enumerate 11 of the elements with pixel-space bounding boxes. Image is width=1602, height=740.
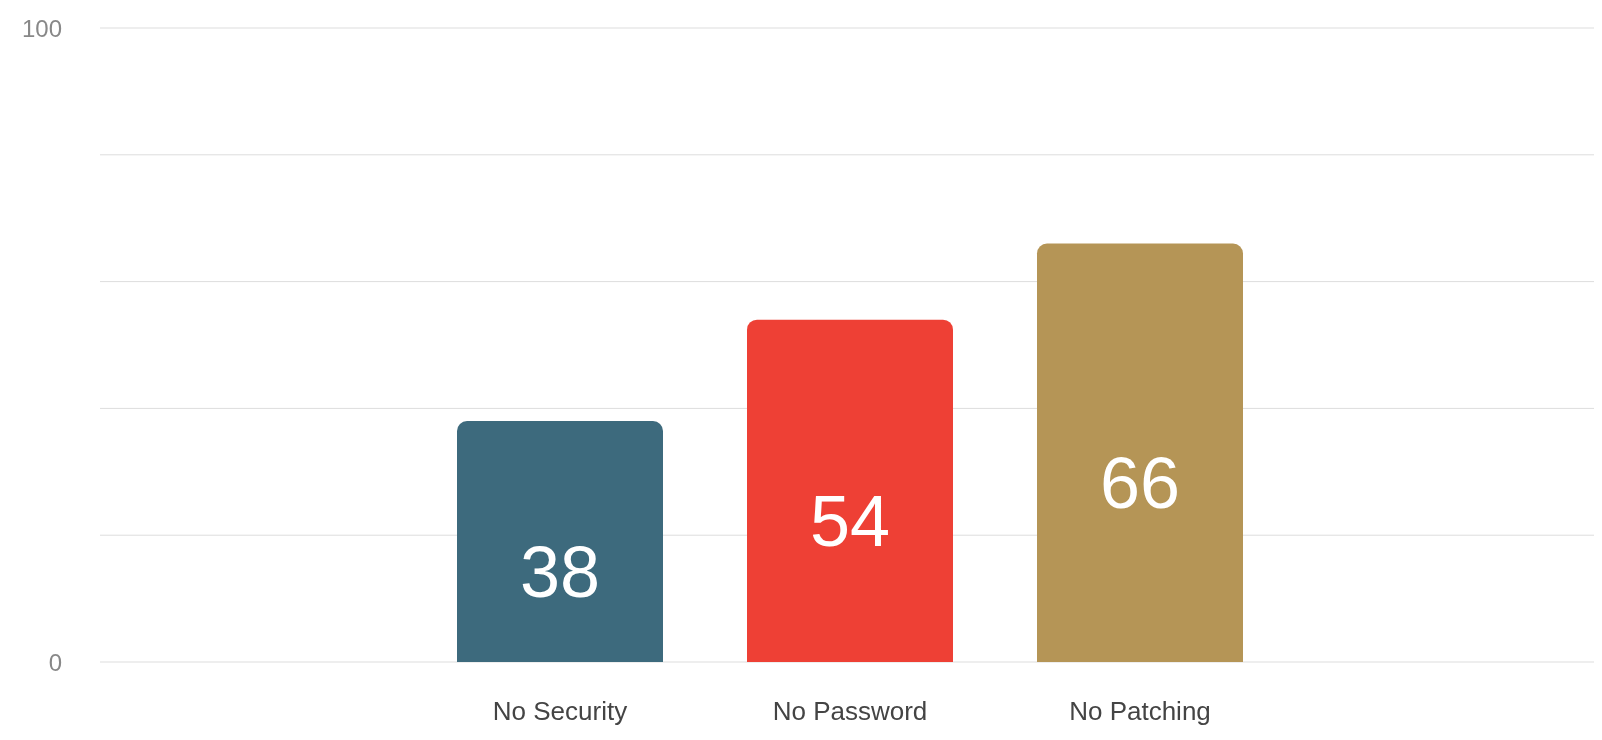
y-tick-label: 0 (48, 648, 62, 676)
data-label: 54 (809, 481, 891, 562)
bar (1037, 243, 1243, 662)
bar (457, 421, 663, 662)
bar (747, 319, 953, 662)
x-tick-label: No Password (772, 696, 928, 727)
data-label: 66 (1099, 443, 1181, 524)
data-label: 38 (519, 532, 601, 613)
x-tick-label: No Security (492, 696, 628, 727)
y-tick-label: 100 (21, 14, 62, 42)
x-tick-label: No Patching (1069, 696, 1211, 727)
